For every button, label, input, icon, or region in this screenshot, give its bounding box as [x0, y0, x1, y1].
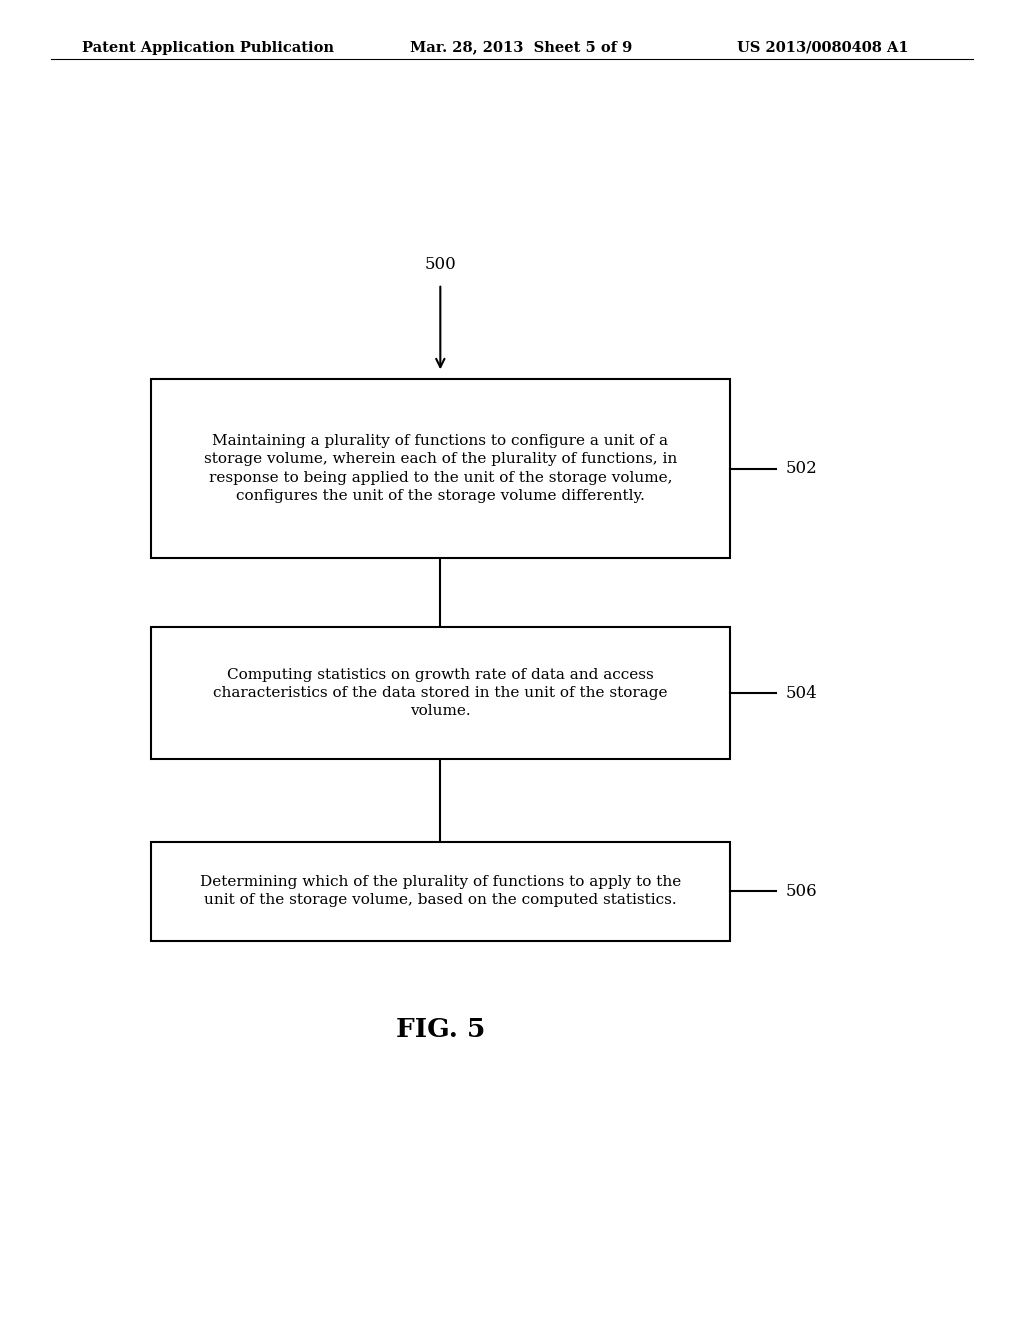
Text: FIG. 5: FIG. 5	[395, 1018, 485, 1041]
Text: Mar. 28, 2013  Sheet 5 of 9: Mar. 28, 2013 Sheet 5 of 9	[410, 41, 632, 54]
Text: 502: 502	[786, 461, 818, 477]
Text: Computing statistics on growth rate of data and access
characteristics of the da: Computing statistics on growth rate of d…	[213, 668, 668, 718]
Text: 500: 500	[424, 256, 457, 273]
Text: US 2013/0080408 A1: US 2013/0080408 A1	[737, 41, 909, 54]
Bar	[152, 842, 729, 940]
Bar	[152, 627, 729, 759]
Text: 506: 506	[786, 883, 817, 899]
Text: 504: 504	[786, 685, 818, 701]
Bar	[152, 379, 729, 557]
Text: Maintaining a plurality of functions to configure a unit of a
storage volume, wh: Maintaining a plurality of functions to …	[204, 434, 677, 503]
Text: Patent Application Publication: Patent Application Publication	[82, 41, 334, 54]
Text: Determining which of the plurality of functions to apply to the
unit of the stor: Determining which of the plurality of fu…	[200, 875, 681, 907]
